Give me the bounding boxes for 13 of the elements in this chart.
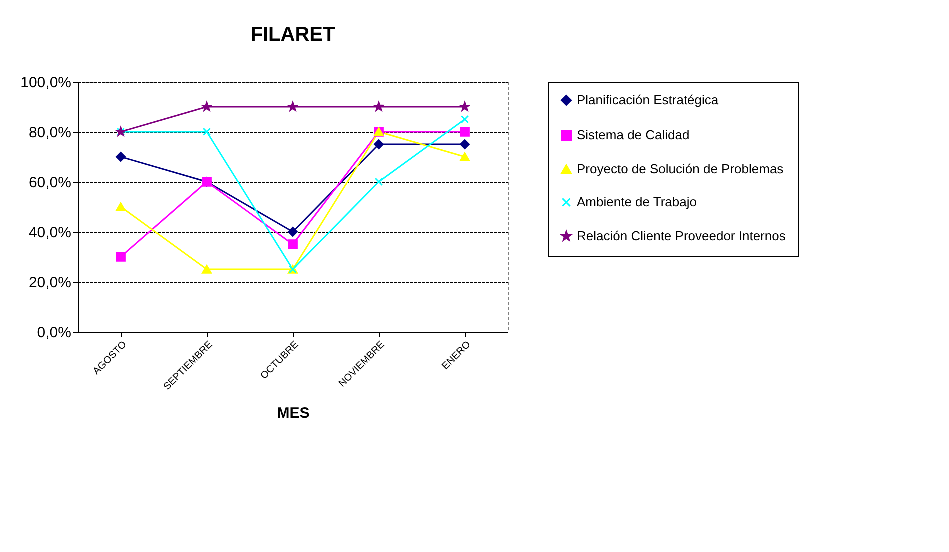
y-tick-label: 60,0% (28, 174, 72, 192)
legend-label: Ambiente de Trabajo (577, 194, 697, 210)
chart-title: FILARET (250, 24, 336, 46)
y-tick-label: 40,0% (28, 224, 72, 242)
legend-label: Proyecto de Solución de Problemas (577, 162, 784, 176)
y-tick-label: 100,0% (20, 74, 72, 92)
y-tick-label: 80,0% (28, 124, 72, 142)
legend-label: Sistema de Calidad (577, 128, 690, 142)
y-tick-label: 20,0% (28, 274, 72, 292)
y-tick-label: 0,0% (37, 324, 72, 342)
legend-label: Relación Cliente Proveedor Internos (577, 228, 786, 244)
legend-label: Planificación Estratégica (577, 92, 720, 108)
x-axis-title: MES (277, 405, 310, 422)
